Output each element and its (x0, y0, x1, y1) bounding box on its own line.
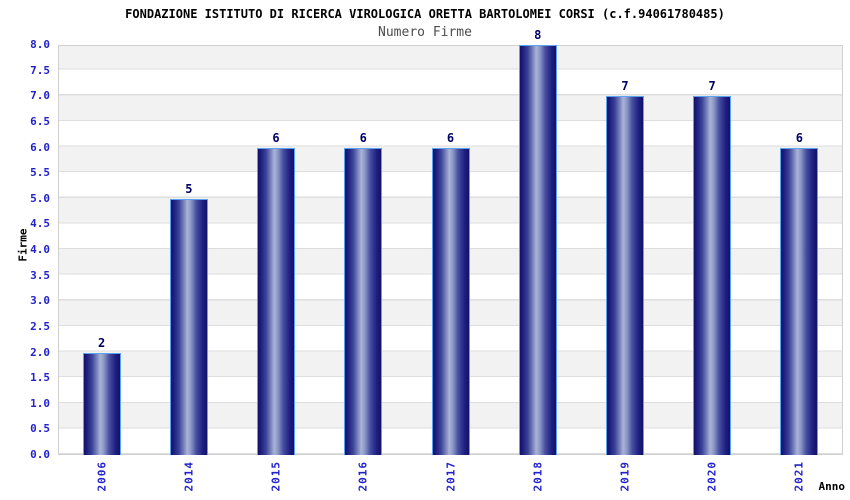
y-tick-label: 1.5 (30, 371, 50, 385)
x-tick-label-2014: 2014 (182, 461, 196, 492)
bar-2018 (518, 45, 557, 455)
y-tick-label: 7.5 (30, 63, 50, 77)
bar-2016 (344, 147, 383, 455)
x-tick-label-2018: 2018 (531, 461, 545, 492)
bar-2014 (169, 198, 208, 455)
x-tick-label-2019: 2019 (618, 461, 632, 492)
y-tick-label: 2.0 (30, 345, 50, 359)
chart-subtitle: Numero Firme (378, 25, 472, 40)
x-tick-label-2017: 2017 (444, 461, 457, 492)
bar-2020 (693, 96, 732, 455)
y-axis-title: Firme (16, 228, 30, 262)
bar-value-label: 6 (272, 130, 280, 145)
bar-value-label: 5 (185, 181, 193, 196)
y-tick-label: 5.0 (30, 191, 50, 205)
y-tick-label: 6.5 (30, 114, 50, 128)
x-axis-title: Anno (818, 480, 846, 493)
x-tick-label-2016: 2016 (356, 461, 370, 492)
y-tick-label: 1.0 (30, 396, 50, 410)
y-tick-label: 5.5 (30, 166, 50, 180)
x-tick-label-2021: 2021 (792, 461, 806, 492)
x-tick-label-2015: 2015 (269, 461, 283, 492)
bar-value-label: 2 (97, 335, 106, 350)
bar-2021 (780, 147, 819, 455)
chart-title: FONDAZIONE ISTITUTO DI RICERCA VIROLOGIC… (125, 7, 725, 21)
bar-value-label: 7 (621, 79, 629, 94)
bar-2015 (257, 147, 296, 455)
y-tick-label: 4.0 (30, 243, 50, 256)
x-tick-label-2020: 2020 (705, 461, 719, 492)
y-tick-label: 0.0 (30, 448, 50, 461)
y-tick-label: 0.5 (30, 422, 50, 436)
y-tick-label: 6.0 (30, 140, 50, 154)
bar-value-label: 7 (708, 79, 716, 94)
bar-2019 (605, 96, 644, 455)
bar-value-label: 6 (359, 130, 367, 145)
bar-2017 (431, 147, 470, 455)
y-tick-label: 7.0 (30, 89, 50, 103)
bar-value-label: 6 (446, 130, 455, 145)
bar-value-label: 6 (795, 130, 803, 145)
y-tick-label: 8.0 (30, 38, 50, 51)
y-tick-label: 2.5 (30, 319, 50, 333)
y-tick-label: 3.0 (30, 294, 50, 308)
bar-value-label: 8 (534, 28, 542, 42)
x-tick-label-2006: 2006 (95, 461, 109, 492)
y-tick-label: 3.5 (30, 268, 50, 282)
bar-2006 (82, 352, 121, 455)
y-tick-label: 4.5 (30, 217, 50, 231)
